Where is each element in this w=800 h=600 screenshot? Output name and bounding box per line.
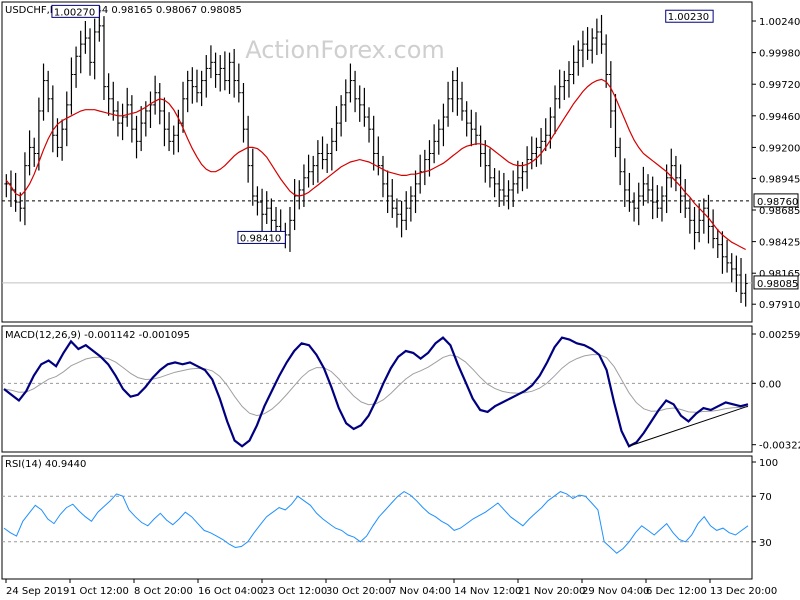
price-tick-label: 0.99460 [759,112,800,123]
time-tick-label: 8 Oct 20:00 [134,586,193,597]
last-price-label: 0.98085 [757,279,798,290]
price-tick-label: 0.98425 [759,238,800,249]
macd-signal-line [3,354,749,417]
reference-price-box [753,193,799,208]
rsi-tick-label: 100 [759,458,778,469]
price-panel-frame [1,1,753,323]
time-tick-label: 14 Nov 12:00 [454,586,521,597]
price-axis: 1.00240 0.99980 0.99720 0.99460 0.99200 0.989… [752,17,800,311]
price-tick-label: 0.99200 [759,143,800,154]
price-tick-label: 1.00240 [759,17,800,28]
macd-line [3,336,749,448]
last-price-box [753,275,799,290]
time-tick-label: 30 Oct 20:00 [326,586,391,597]
price-tick-label: 0.99980 [759,49,800,60]
rsi-tick-label: 70 [759,492,772,503]
rsi-line [3,491,749,554]
macd-tick-label: -0.003221 [759,441,800,452]
time-tick-label: 1 Oct 12:00 [70,586,129,597]
rsi-axis: 100 70 30 [752,458,778,549]
panel-frames [1,1,753,580]
time-tick-label: 6 Dec 12:00 [646,586,707,597]
macd-trendline [628,405,749,447]
macd-panel-title: MACD(12,26,9) -0.001142 -0.001095 [5,330,190,341]
moving-average-line [5,78,746,251]
price-annotation-label: 1.00230 [668,12,709,23]
rsi-grid [2,495,752,543]
rsi-lines [3,491,749,554]
price-annotations: 1.00270 0.98410 1.00230 [51,4,714,244]
macd-tick-label: 0.00259 [759,330,800,341]
moving-average [5,78,746,251]
rsi-tick-label: 30 [759,538,772,549]
time-tick-label: 21 Nov 20:00 [518,586,585,597]
watermark-text: ActionForex.com [245,36,445,64]
price-tick-label: 0.97910 [759,300,800,311]
macd-axis: 0.00259 0.00 -0.003221 [752,330,800,452]
price-tick-label: 0.98685 [759,206,800,217]
time-tick-label: 13 Dec 20:00 [710,586,777,597]
price-grid [2,200,752,284]
reference-price-label: 0.98760 [757,197,798,208]
time-tick-label: 29 Nov 04:00 [582,586,649,597]
price-annotation-box [51,4,100,18]
price-annotation-label: 0.98410 [240,233,281,244]
macd-lines [3,336,749,448]
price-annotation-box [237,230,286,244]
time-axis: 24 Sep 2019 1 Oct 12:00 8 Oct 20:00 16 Oct … [5,579,777,597]
macd-panel-frame [1,325,753,453]
macd-tick-label: 0.00 [759,379,781,390]
price-tick-label: 0.98165 [759,269,800,280]
rsi-panel-title: RSI(14) 40.9440 [5,459,86,470]
time-tick-label: 23 Oct 12:00 [262,586,327,597]
price-annotation-box [665,9,714,23]
price-panel-title: USDCHF,H4 0.98144 0.98165 0.98067 0.9808… [5,5,242,16]
price-tick-label: 0.99720 [759,80,800,91]
rsi-panel-frame [1,455,753,580]
price-annotation-label: 1.00270 [54,7,95,18]
time-tick-label: 16 Oct 04:00 [198,586,263,597]
price-tick-label: 0.98945 [759,174,800,185]
time-tick-label: 24 Sep 2019 [6,586,69,597]
time-tick-label: 7 Nov 04:00 [390,586,451,597]
